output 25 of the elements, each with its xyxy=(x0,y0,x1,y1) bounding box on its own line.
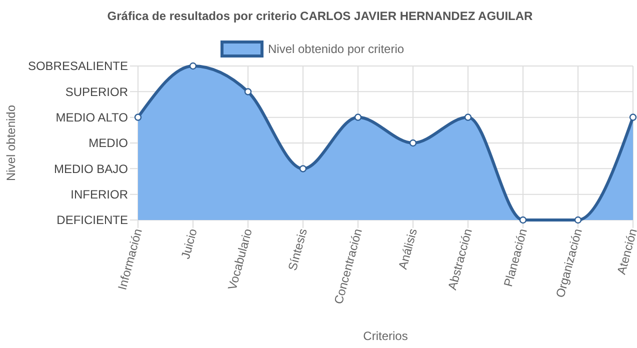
point xyxy=(574,216,582,224)
text: Nivel obtenido xyxy=(4,104,18,182)
x-tick-label: Síntesis xyxy=(285,227,310,272)
point xyxy=(299,165,307,172)
text: MEDIO xyxy=(88,136,128,150)
text: DEFICIENTE xyxy=(56,213,128,228)
x-tick-label: Atención xyxy=(614,227,637,276)
chart-title: Gráfica de resultados por criterio CARLOS JAVIER HERNANDEZ AGUILAR xyxy=(107,9,534,23)
text: MEDIO ALTO xyxy=(56,110,128,125)
x-axis-title: Criterios xyxy=(363,329,408,343)
point xyxy=(409,139,417,147)
point xyxy=(189,62,197,70)
legend-label: Nivel obtenido por criterio xyxy=(268,42,404,56)
text: MEDIO BAJO xyxy=(54,162,128,176)
x-tick-label: Análisis xyxy=(396,227,420,271)
point xyxy=(629,114,637,121)
text: INFERIOR xyxy=(70,188,128,202)
text: SOBRESALIENTE xyxy=(28,59,128,74)
text: SUPERIOR xyxy=(65,84,128,99)
x-tick-label: Juicio xyxy=(178,226,200,260)
point xyxy=(519,216,527,224)
point xyxy=(134,114,142,121)
point xyxy=(244,88,252,96)
point xyxy=(354,114,362,121)
point xyxy=(464,114,472,121)
